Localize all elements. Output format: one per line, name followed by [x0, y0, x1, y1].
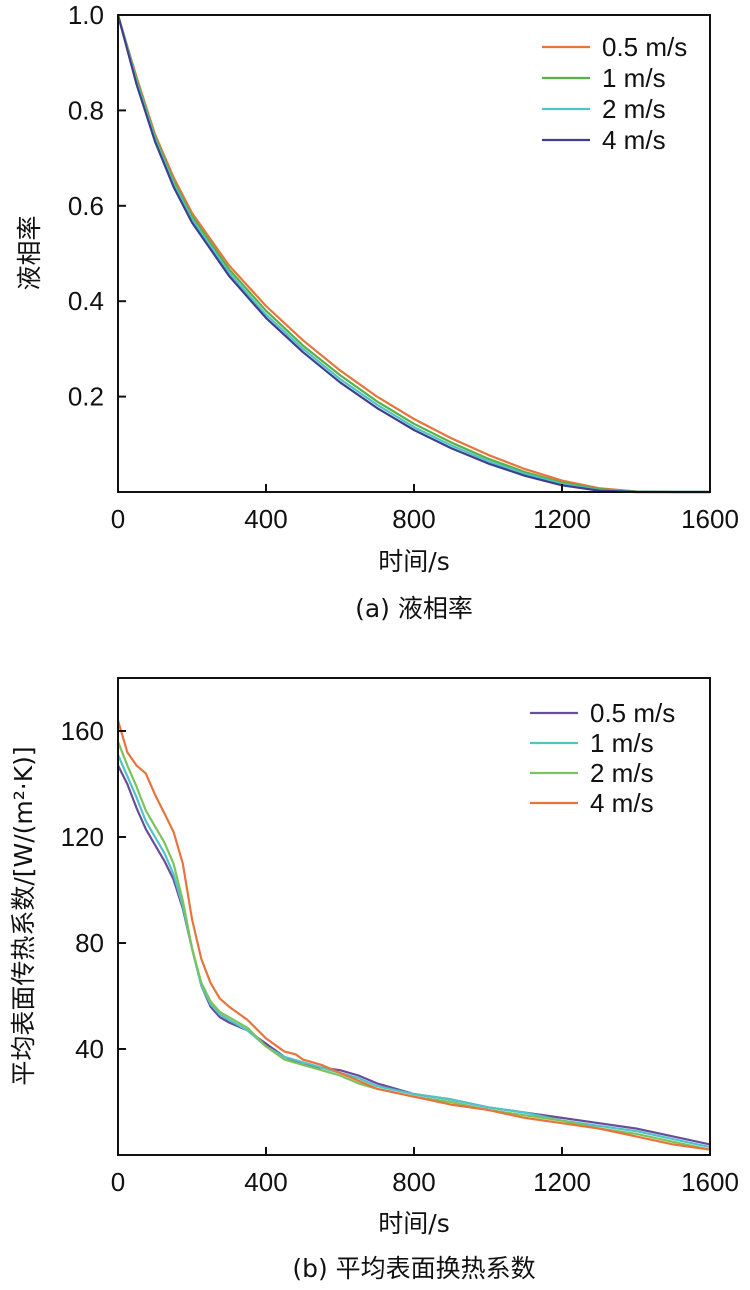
y-tick-label: 0.8: [68, 95, 104, 125]
y-tick-label: 120: [61, 822, 104, 852]
y-tick-label: 0.6: [68, 191, 104, 221]
x-tick-label: 400: [244, 1167, 287, 1197]
liquid-fraction-chart: 0 400 800 1200 1600 0.2 0.4 0.6 0.8 1.0 时间/s 液相率…: [15, 0, 739, 623]
x-tick-label: 1600: [681, 504, 739, 534]
x-tick-label: 400: [244, 504, 287, 534]
y-axis-label: 平均表面传热系数/[W/(m²·K)]: [9, 746, 38, 1085]
x-tick-label: 1600: [681, 1167, 739, 1197]
caption: (a) 液相率: [355, 594, 473, 623]
series-lines: [116, 720, 711, 1151]
legend-label-2: 2 m/s: [602, 94, 666, 124]
series-line-3: [116, 720, 711, 1151]
series-line-0: [117, 764, 711, 1146]
y-tick-label: 40: [75, 1034, 104, 1064]
legend: 0.5 m/s1 m/s2 m/s4 m/s: [542, 32, 687, 155]
legend-label-0: 0.5 m/s: [602, 32, 687, 62]
y-tick-label: 0.4: [68, 286, 104, 316]
legend-label-3: 4 m/s: [590, 788, 654, 818]
figure-b: 0 400 800 1200 1600 40 80 120 160 时间/s 平均表面传热系数…: [0, 640, 750, 1290]
heat-transfer-chart: 0 400 800 1200 1600 40 80 120 160 时间/s 平均表面传热系数…: [9, 677, 739, 1283]
x-tick-label: 800: [392, 1167, 435, 1197]
legend-label-1: 1 m/s: [602, 63, 666, 93]
legend-label-1: 1 m/s: [590, 728, 654, 758]
series-line-3: [116, 14, 710, 494]
legend-label-0: 0.5 m/s: [590, 698, 675, 728]
y-tick-label: 80: [75, 928, 104, 958]
caption: (b) 平均表面换热系数: [292, 1254, 535, 1283]
y-tick-label: 160: [61, 716, 104, 746]
figure-a: 0 400 800 1200 1600 0.2 0.4 0.6 0.8 1.0 时间/s 液相率…: [0, 0, 750, 640]
x-axis-label: 时间/s: [378, 1209, 449, 1238]
legend: 0.5 m/s1 m/s2 m/s4 m/s: [530, 698, 675, 818]
x-tick-label: 800: [392, 504, 435, 534]
legend-label-2: 2 m/s: [590, 758, 654, 788]
x-axis-label: 时间/s: [378, 547, 449, 576]
series-lines: [116, 14, 710, 494]
y-tick-label: 1.0: [68, 0, 104, 30]
y-tick-label: 0.2: [68, 382, 104, 412]
x-tick-label: 0: [111, 504, 125, 534]
y-axis-label: 液相率: [15, 215, 44, 290]
x-tick-label: 1200: [533, 1167, 591, 1197]
x-tick-label: 0: [111, 1167, 125, 1197]
x-tick-label: 1200: [533, 504, 591, 534]
series-line-2: [116, 741, 711, 1151]
legend-label-3: 4 m/s: [602, 125, 666, 155]
